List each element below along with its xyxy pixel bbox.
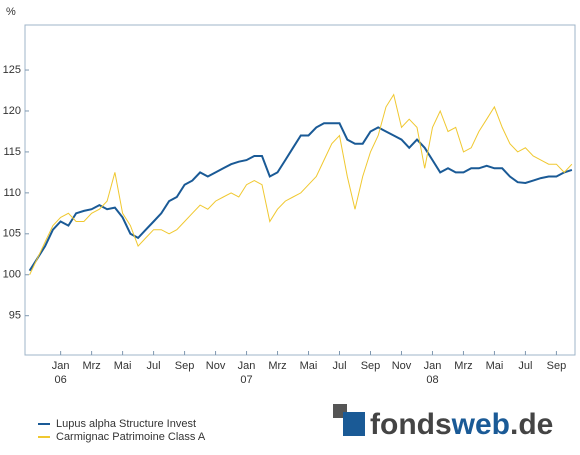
x-tick-label: Sep bbox=[175, 360, 195, 372]
x-tick-label: Sep bbox=[547, 360, 567, 372]
x-tick-label: Sep bbox=[361, 360, 381, 372]
x-tick-label: Jan bbox=[52, 360, 70, 372]
x-tick-label: Jul bbox=[332, 360, 346, 372]
logo-part: web bbox=[451, 408, 510, 441]
x-year-label: 08 bbox=[426, 374, 438, 386]
logo-part: .de bbox=[510, 408, 553, 441]
logo-icon bbox=[343, 412, 365, 436]
x-tick-label: Mrz bbox=[454, 360, 472, 372]
y-tick-label: 125 bbox=[3, 64, 21, 76]
y-unit: % bbox=[6, 6, 16, 18]
x-tick-label: Mrz bbox=[82, 360, 100, 372]
y-tick-label: 120 bbox=[3, 105, 21, 117]
logo: fondsweb.de bbox=[370, 408, 553, 441]
logo-part: fonds bbox=[370, 408, 452, 441]
y-tick-label: 100 bbox=[3, 269, 21, 281]
x-year-label: 06 bbox=[55, 374, 67, 386]
legend-label: Carmignac Patrimoine Class A bbox=[56, 431, 206, 443]
y-tick-label: 115 bbox=[3, 146, 21, 158]
x-year-label: 07 bbox=[240, 374, 252, 386]
legend-label: Lupus alpha Structure Invest bbox=[56, 418, 196, 430]
x-tick-label: Jul bbox=[147, 360, 161, 372]
x-tick-label: Mai bbox=[114, 360, 132, 372]
x-tick-label: Nov bbox=[206, 360, 226, 372]
y-tick-label: 110 bbox=[3, 187, 21, 199]
x-tick-label: Mrz bbox=[268, 360, 286, 372]
x-tick-label: Jul bbox=[518, 360, 532, 372]
x-tick-label: Jan bbox=[238, 360, 256, 372]
x-tick-label: Mai bbox=[300, 360, 318, 372]
series-line bbox=[29, 93, 573, 276]
x-tick-label: Mai bbox=[486, 360, 504, 372]
y-tick-label: 95 bbox=[9, 310, 21, 322]
plot-area bbox=[24, 24, 576, 356]
y-tick-label: 105 bbox=[3, 228, 21, 240]
series-line bbox=[28, 122, 573, 272]
x-tick-label: Nov bbox=[392, 360, 412, 372]
x-tick-label: Jan bbox=[424, 360, 442, 372]
